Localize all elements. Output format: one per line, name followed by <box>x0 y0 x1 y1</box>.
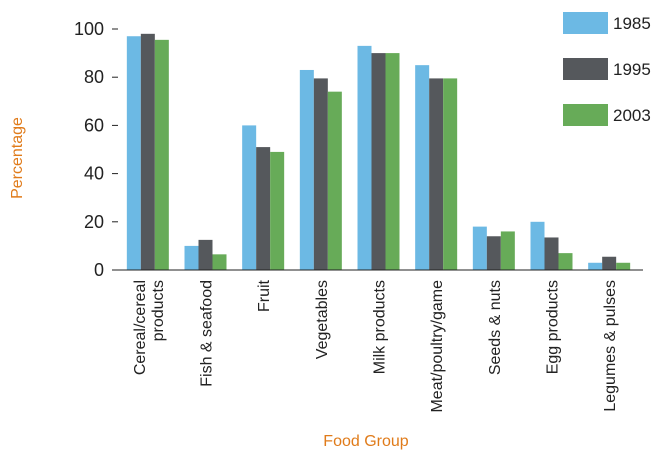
bar-1985 <box>357 45 372 271</box>
category-label: Fish & seafood <box>199 280 216 387</box>
bar-1995 <box>544 237 559 270</box>
category-label: Seeds & nuts <box>487 280 504 375</box>
bar-1985 <box>588 262 603 270</box>
y-tick-label: 60 <box>84 115 104 135</box>
bar-2003 <box>558 253 573 270</box>
bar-1995 <box>429 78 444 270</box>
bar-1995 <box>486 236 501 270</box>
y-tick-label: 40 <box>84 164 104 184</box>
category-label: Cereal/cerealproducts <box>132 280 167 375</box>
category-label: Fruit <box>256 279 273 312</box>
legend: 1985 1995 2003 <box>563 12 651 126</box>
y-tick-label: 100 <box>74 19 104 39</box>
bars <box>126 33 631 271</box>
legend-label-1985: 1985 <box>613 14 651 33</box>
category-label: Milk products <box>372 280 389 374</box>
category-label: Legumes & pulses <box>602 280 619 412</box>
bar-2003 <box>385 53 400 270</box>
bar-2003 <box>327 91 342 270</box>
bar-1995 <box>602 256 617 270</box>
bar-1995 <box>371 53 386 270</box>
bar-1995 <box>140 33 155 270</box>
bar-1985 <box>299 69 314 270</box>
bar-2003 <box>500 231 515 270</box>
bar-1985 <box>242 125 257 271</box>
x-axis-title: Food Group <box>323 433 408 450</box>
category-label: Egg products <box>545 280 562 374</box>
bar-1985 <box>530 221 545 270</box>
bar-2003 <box>270 151 285 270</box>
y-tick-label: 20 <box>84 212 104 232</box>
y-axis-title: Percentage <box>9 117 26 199</box>
bar-1985 <box>415 65 430 271</box>
category-label: Meat/poultry/game <box>429 280 446 413</box>
bar-1995 <box>313 78 328 270</box>
bar-1985 <box>184 245 199 270</box>
y-tick-label: 80 <box>84 67 104 87</box>
category-label: Vegetables <box>314 280 331 359</box>
bar-1995 <box>256 147 271 270</box>
bar-1995 <box>198 239 213 270</box>
bar-2003 <box>443 78 458 270</box>
y-axis-ticks: 0 20 40 60 80 100 <box>74 19 118 280</box>
bar-2003 <box>154 39 169 270</box>
legend-swatch-1985 <box>563 12 608 34</box>
bar-1985 <box>472 226 487 270</box>
legend-label-1995: 1995 <box>613 60 651 79</box>
bar-2003 <box>616 262 631 270</box>
bar-1985 <box>126 36 141 271</box>
category-labels: Cereal/cerealproducts Fish & seafood Fruit… <box>132 279 619 412</box>
y-tick-label: 0 <box>94 260 104 280</box>
legend-swatch-2003 <box>563 104 608 126</box>
legend-label-2003: 2003 <box>613 106 651 125</box>
bar-2003 <box>212 254 227 270</box>
legend-swatch-1995 <box>563 58 608 80</box>
